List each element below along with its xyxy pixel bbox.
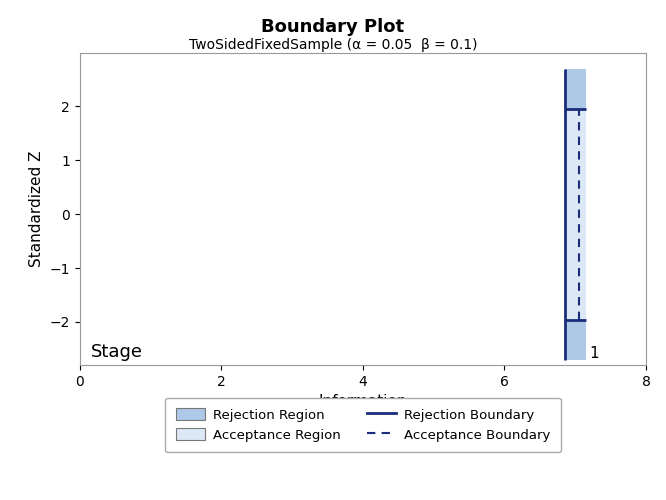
Text: TwoSidedFixedSample (α = 0.05  β = 0.1): TwoSidedFixedSample (α = 0.05 β = 0.1)	[188, 38, 478, 52]
Y-axis label: Standardized Z: Standardized Z	[29, 150, 44, 267]
Text: 1: 1	[589, 346, 599, 361]
Text: Stage: Stage	[91, 343, 143, 361]
Bar	[565, 108, 586, 320]
Bar	[565, 68, 586, 108]
Bar	[565, 320, 586, 360]
X-axis label: Information: Information	[319, 394, 407, 409]
Text: Boundary Plot: Boundary Plot	[262, 18, 404, 36]
Legend: Rejection Region, Acceptance Region, Rejection Boundary, Acceptance Boundary: Rejection Region, Acceptance Region, Rej…	[165, 398, 561, 452]
